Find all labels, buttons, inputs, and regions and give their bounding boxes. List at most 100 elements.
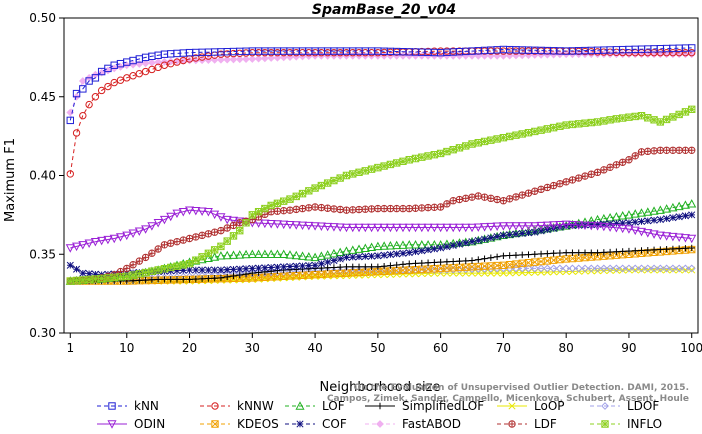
data-point xyxy=(374,263,382,271)
data-point xyxy=(310,222,320,231)
data-point xyxy=(210,210,220,220)
data-point xyxy=(411,204,420,212)
data-point xyxy=(668,232,678,242)
x-tick-label: 20 xyxy=(182,341,197,355)
data-point xyxy=(662,264,671,273)
series-fastabod xyxy=(66,50,696,117)
data-point xyxy=(449,145,457,154)
data-point xyxy=(662,146,671,154)
data-point xyxy=(549,256,558,264)
data-point xyxy=(537,250,545,258)
data-point xyxy=(461,265,470,274)
data-point xyxy=(198,231,206,239)
data-point xyxy=(230,272,237,280)
data-point xyxy=(343,263,350,271)
data-point xyxy=(556,249,564,257)
data-point xyxy=(631,112,639,121)
data-point xyxy=(273,274,281,282)
data-point xyxy=(123,264,131,273)
data-point xyxy=(141,253,150,262)
data-point xyxy=(410,223,421,233)
data-point xyxy=(418,153,426,161)
data-point xyxy=(399,204,407,213)
data-point xyxy=(531,258,539,266)
legend-item-knn: kNN xyxy=(97,399,159,413)
data-point xyxy=(575,120,583,128)
legend-item-lof: LOF xyxy=(285,399,345,413)
data-point xyxy=(611,224,621,233)
data-point xyxy=(524,268,533,277)
legend-marker xyxy=(211,420,219,428)
data-point xyxy=(104,82,112,91)
legend-item-odin: ODIN xyxy=(97,417,165,431)
data-point xyxy=(436,149,445,158)
x-tick-label: 40 xyxy=(307,341,322,355)
data-point xyxy=(606,163,614,171)
data-point xyxy=(172,209,182,219)
data-point xyxy=(568,222,577,230)
data-point xyxy=(90,237,100,247)
legend-label: LDF xyxy=(534,417,557,431)
data-point xyxy=(78,241,88,250)
legend-label: KDEOS xyxy=(237,417,279,431)
data-point xyxy=(637,148,646,156)
data-point xyxy=(72,242,82,252)
data-point xyxy=(348,223,358,233)
data-point xyxy=(167,239,175,247)
legend-label: COF xyxy=(322,417,347,431)
data-point xyxy=(481,235,489,243)
data-point xyxy=(260,54,269,63)
data-point xyxy=(286,274,294,282)
data-point xyxy=(625,247,633,255)
data-point xyxy=(681,264,690,273)
data-point xyxy=(663,215,671,223)
data-point xyxy=(236,219,244,227)
data-point xyxy=(493,135,501,143)
data-point xyxy=(154,276,162,283)
data-point xyxy=(348,245,358,254)
data-point xyxy=(298,262,307,270)
data-point xyxy=(411,248,420,256)
data-point xyxy=(594,220,602,228)
data-point xyxy=(311,261,319,269)
data-point xyxy=(217,266,225,274)
data-point xyxy=(260,219,270,229)
data-point xyxy=(530,264,539,273)
data-point xyxy=(135,270,144,278)
data-point xyxy=(430,151,439,159)
data-point xyxy=(291,250,301,260)
data-point xyxy=(311,184,319,192)
data-point xyxy=(518,130,526,138)
data-point xyxy=(625,113,633,121)
data-point xyxy=(179,261,187,269)
data-point xyxy=(605,223,615,232)
data-point xyxy=(644,217,652,225)
data-point xyxy=(292,205,300,213)
x-axis-label: Neighborhood size xyxy=(320,380,441,395)
data-point xyxy=(222,250,232,260)
data-point xyxy=(386,251,394,259)
data-point xyxy=(373,223,383,233)
data-point xyxy=(474,236,482,244)
data-point xyxy=(247,249,257,258)
data-point xyxy=(323,222,333,232)
data-point xyxy=(682,245,689,252)
data-point xyxy=(543,125,552,133)
data-point xyxy=(487,254,495,261)
data-point xyxy=(341,223,352,233)
data-point xyxy=(429,223,439,233)
data-point xyxy=(524,189,533,197)
data-point xyxy=(568,176,577,184)
data-point xyxy=(644,114,652,122)
data-point xyxy=(135,257,144,265)
data-point xyxy=(236,276,244,284)
data-point xyxy=(197,254,207,264)
data-point xyxy=(280,207,288,215)
data-point xyxy=(656,216,664,224)
legend-marker xyxy=(295,401,305,410)
legend-marker xyxy=(376,420,384,428)
data-point xyxy=(631,152,639,160)
data-point xyxy=(456,257,463,265)
x-tick-label: 1 xyxy=(66,341,74,355)
